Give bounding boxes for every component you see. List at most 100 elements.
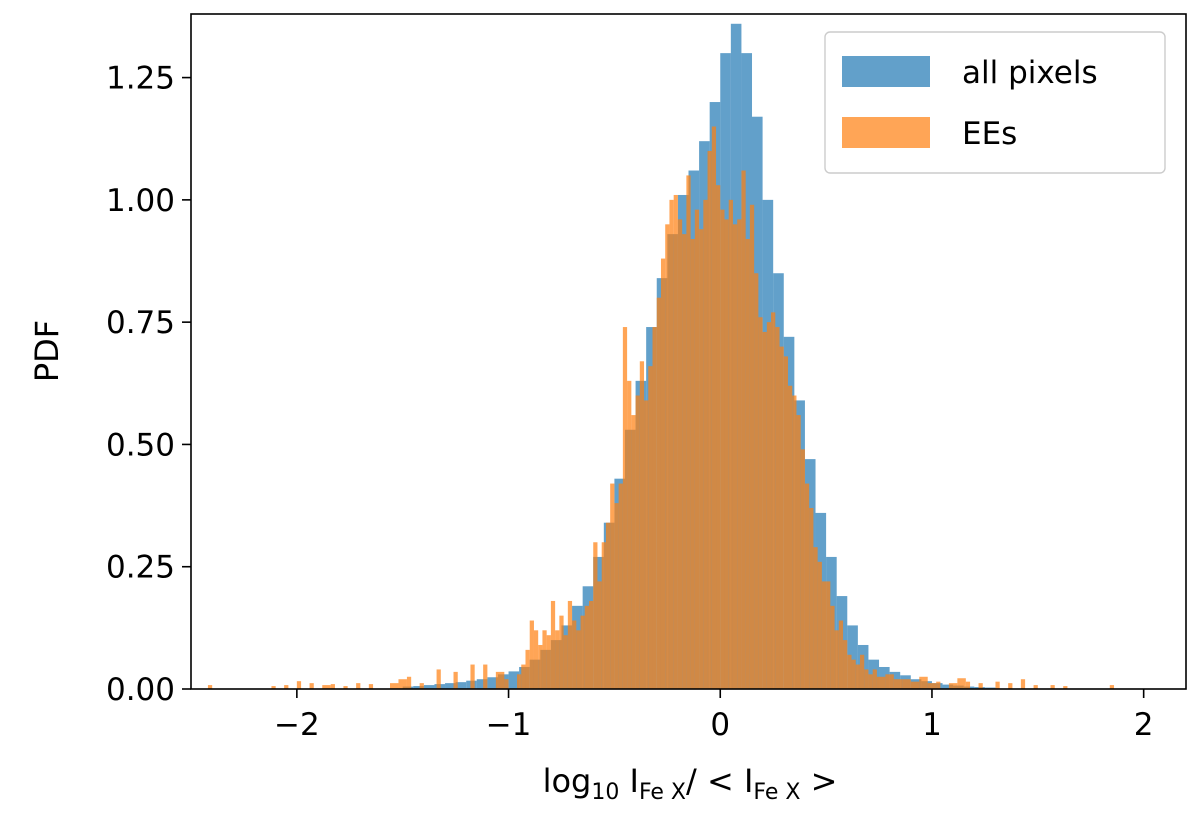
bar-ees xyxy=(330,684,335,689)
bar-all-pixels xyxy=(445,683,456,689)
bar-ees xyxy=(398,679,407,689)
bar-ees xyxy=(343,686,348,689)
bar-ees xyxy=(851,659,856,689)
y-tick-label: 0.75 xyxy=(106,305,175,341)
bar-ees xyxy=(669,199,674,689)
bar-ees xyxy=(525,649,530,689)
bar-all-pixels xyxy=(847,625,858,689)
bar-ees xyxy=(885,674,894,689)
bar-all-pixels xyxy=(942,684,954,689)
bar-ees xyxy=(533,630,539,689)
bar-all-pixels xyxy=(423,685,435,689)
bar-ees xyxy=(614,503,619,689)
bar-ees xyxy=(690,239,695,689)
bar-ees xyxy=(576,630,581,689)
bar-ees xyxy=(758,317,763,689)
bar-all-pixels xyxy=(487,677,498,689)
bar-ees xyxy=(804,483,810,689)
bar-ees xyxy=(978,683,983,689)
bar-ees xyxy=(322,685,331,689)
bar-ees xyxy=(707,150,712,689)
bar-ees xyxy=(796,415,801,689)
y-tick-label: 0.00 xyxy=(106,672,175,708)
bar-ees xyxy=(601,542,606,689)
bar-ees xyxy=(843,640,848,689)
legend-label-ees: EEs xyxy=(962,116,1017,152)
bar-ees xyxy=(665,224,670,689)
bar-ees xyxy=(436,669,441,689)
bar-ees xyxy=(737,219,742,689)
y-axis-label: PDF xyxy=(28,320,66,382)
bar-ees xyxy=(728,199,733,689)
histogram-bars xyxy=(207,23,1115,690)
bar-ees xyxy=(813,547,818,689)
bar-ees xyxy=(546,635,551,689)
bar-ees xyxy=(788,385,793,689)
bar-ees xyxy=(792,395,797,689)
bar-ees xyxy=(1033,685,1038,689)
bar-ees xyxy=(694,209,700,690)
x-tick-label: −2 xyxy=(274,707,320,743)
bar-ees xyxy=(296,681,302,689)
bar-ees xyxy=(631,415,636,689)
axes xyxy=(190,13,1187,690)
y-ticks: 0.00 0.25 0.50 0.75 1.00 1.25 xyxy=(106,61,191,708)
bar-ees xyxy=(919,676,928,689)
legend-swatch-all-pixels xyxy=(842,56,930,87)
bar-ees xyxy=(618,483,623,689)
bar-ees xyxy=(821,581,827,689)
bar-ees xyxy=(644,400,649,689)
x-tick-label: 2 xyxy=(1134,707,1154,743)
bar-ees xyxy=(567,600,573,689)
bar-ees xyxy=(834,630,839,689)
bar-ees xyxy=(550,600,556,689)
bar-ees xyxy=(677,219,683,689)
bar-ees xyxy=(419,683,424,689)
bar-ees xyxy=(876,676,886,689)
bar-ees xyxy=(948,683,958,689)
bar-ees xyxy=(779,346,784,689)
bar-ees xyxy=(847,654,852,689)
bar-ees xyxy=(648,366,653,689)
bar-ees xyxy=(800,449,805,689)
bar-ees xyxy=(605,522,611,689)
bar-ees xyxy=(356,683,361,689)
plot-frame xyxy=(190,13,1187,690)
bar-ees xyxy=(910,681,920,689)
bar-ees xyxy=(682,234,687,689)
bar-ees xyxy=(817,561,822,689)
bar-ees xyxy=(936,681,941,689)
bar-ees xyxy=(830,605,835,689)
bar-ees xyxy=(660,258,666,689)
bar-ees xyxy=(207,685,213,689)
bar-ees xyxy=(1008,683,1013,689)
legend-label-all-pixels: all pixels xyxy=(962,55,1098,91)
bar-ees xyxy=(724,219,729,689)
bar-ees xyxy=(686,175,691,690)
bar-ees xyxy=(495,671,505,689)
bar-ees xyxy=(656,297,661,689)
bar-ees xyxy=(771,312,776,689)
bar-ees xyxy=(741,170,746,690)
y-tick-label: 1.25 xyxy=(106,61,175,97)
bar-ees xyxy=(1109,685,1115,689)
bar-ees xyxy=(838,620,844,689)
bar-ees xyxy=(1050,685,1055,689)
bar-ees xyxy=(927,683,937,689)
bar-ees xyxy=(703,199,708,689)
bar-ees xyxy=(559,615,564,689)
x-axis-label: log10 IFe X/ < IFe X > xyxy=(543,762,838,805)
bar-ees xyxy=(652,327,657,689)
bar-ees xyxy=(699,229,704,689)
bar-ees xyxy=(406,676,412,689)
bar-ees xyxy=(864,669,869,689)
bar-ees xyxy=(453,671,458,689)
x-tick-label: 0 xyxy=(710,707,730,743)
bar-ees xyxy=(766,322,772,689)
bar-ees xyxy=(584,605,589,689)
bar-all-pixels xyxy=(455,682,467,689)
bar-ees xyxy=(572,620,577,689)
bar-ees xyxy=(965,681,971,689)
bar-ees xyxy=(284,685,289,689)
bar-ees xyxy=(555,630,560,689)
